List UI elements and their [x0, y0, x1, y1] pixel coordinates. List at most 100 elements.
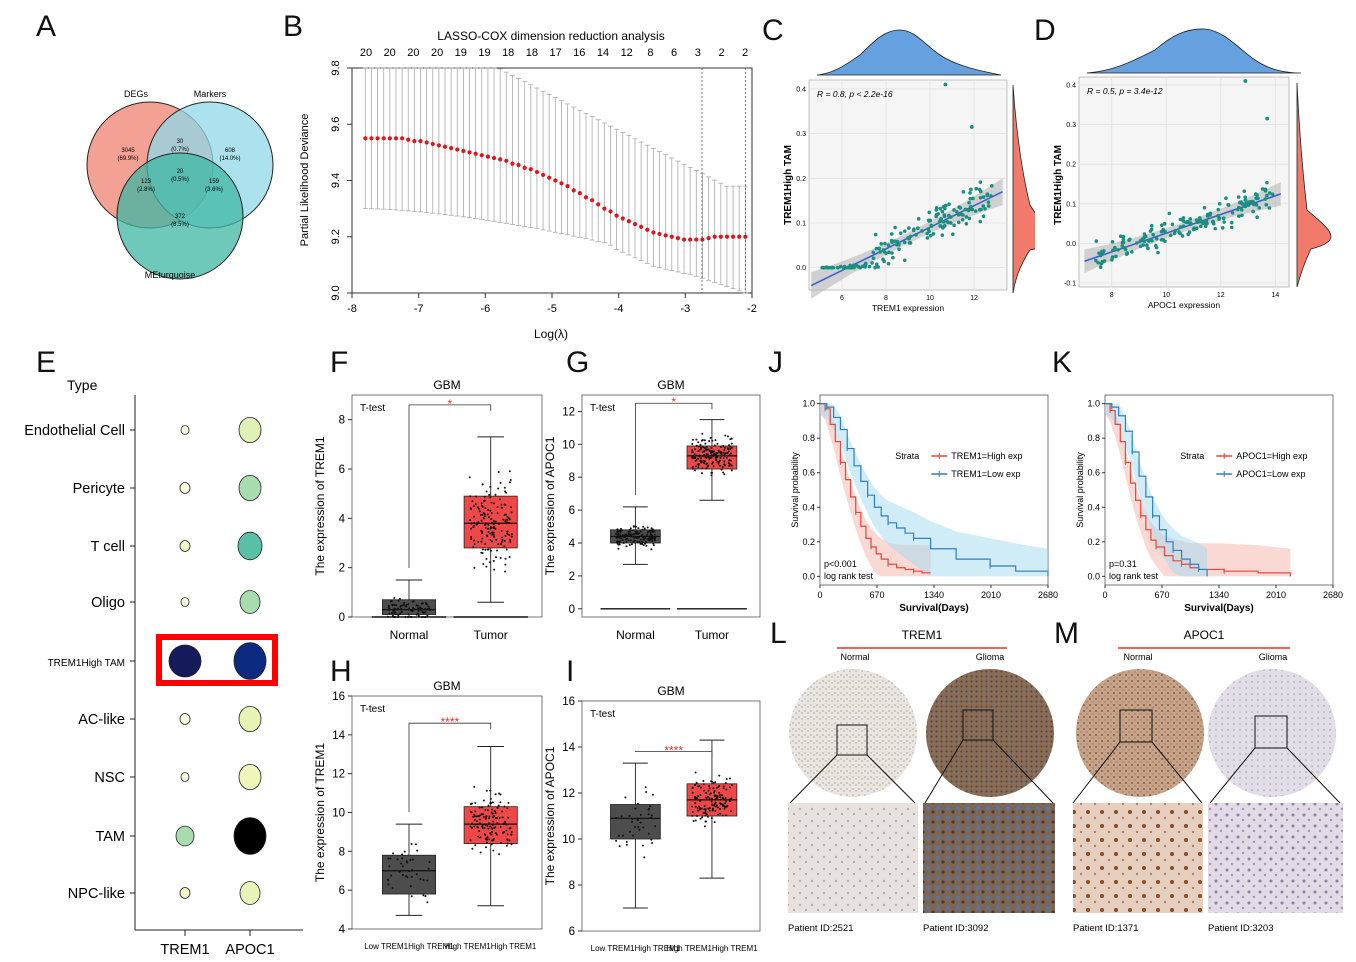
data-point: [1181, 224, 1186, 228]
data-point: [961, 213, 965, 217]
jitter-point: [494, 832, 497, 835]
y-tick-label: 2: [569, 571, 575, 583]
jitter-point: [483, 499, 486, 502]
dot-trem1: [175, 825, 195, 847]
data-point: [626, 219, 631, 224]
jitter-point: [469, 519, 472, 522]
jitter-point: [649, 531, 652, 534]
venn-count: 20: [177, 169, 184, 175]
legend-label: TREM1=Low exp: [951, 469, 1020, 479]
jitter-point: [624, 796, 627, 799]
data-point: [1110, 255, 1115, 259]
jitter-point: [387, 883, 390, 886]
data-point: [1178, 225, 1183, 229]
jitter-point: [651, 793, 654, 796]
jitter-point: [490, 843, 493, 846]
box: [382, 854, 437, 895]
jitter-point: [411, 610, 414, 613]
jitter-point: [401, 873, 404, 876]
jitter-point: [409, 859, 412, 862]
jitter-point: [650, 838, 653, 841]
jitter-point: [509, 539, 512, 542]
y-axis-label: Partial Likelihood Deviance: [299, 114, 311, 247]
zoom-image-normal: [788, 803, 918, 913]
data-point: [1216, 214, 1220, 218]
jitter-point: [646, 533, 649, 536]
plot-frame: [351, 67, 753, 294]
jitter-point: [498, 498, 501, 501]
jitter-point: [647, 808, 650, 811]
data-point: [1207, 212, 1211, 217]
data-point: [461, 148, 466, 154]
jitter-point: [505, 844, 508, 847]
jitter-point: [652, 542, 655, 545]
data-point: [934, 212, 939, 217]
jitter-point: [469, 810, 472, 813]
significance-bracket: [635, 402, 713, 495]
jitter-point: [387, 606, 390, 609]
jitter-point: [708, 439, 711, 442]
data-point: [952, 208, 956, 212]
zoom-line: [992, 739, 1054, 804]
jitter-point: [638, 532, 641, 535]
jitter-point: [625, 545, 628, 548]
jitter-point: [699, 817, 702, 820]
data-point: [826, 265, 830, 270]
data-point: [902, 240, 907, 245]
jitter-point: [620, 537, 623, 540]
jitter-point: [696, 807, 699, 810]
jitter-point: [640, 541, 643, 544]
venn-set-label-degs: DEGs: [124, 89, 149, 99]
data-point: [559, 181, 564, 186]
jitter-point: [392, 610, 395, 613]
jitter-point: [715, 459, 718, 462]
jitter-point: [507, 801, 510, 804]
jitter-point: [633, 536, 636, 539]
jitter-point: [497, 470, 500, 473]
data-point: [981, 214, 986, 219]
jitter-point: [707, 789, 710, 792]
jitter-point: [710, 447, 713, 450]
data-point: [1203, 224, 1208, 228]
panel-label-l: L: [770, 617, 787, 650]
data-point: [436, 143, 441, 148]
jitter-point: [697, 450, 700, 453]
data-point: [583, 195, 589, 200]
jitter-point: [480, 532, 483, 535]
jitter-point: [631, 817, 634, 820]
ihc-panel-trem1: TREM1 Normal Glioma Patient ID:2521 Pati…: [788, 628, 1055, 934]
jitter-point: [478, 806, 481, 809]
jitter-point: [508, 518, 511, 521]
data-point: [1229, 220, 1234, 225]
jitter-point: [505, 548, 508, 551]
jitter-point: [409, 885, 412, 888]
significance-bracket: [408, 722, 492, 813]
jitter-point: [473, 825, 476, 828]
data-point: [916, 217, 921, 221]
data-point: [943, 203, 948, 208]
jitter-point: [617, 547, 620, 550]
jitter-point: [490, 521, 493, 524]
data-point: [430, 141, 435, 147]
legend-label: APOC1=Low exp: [1236, 469, 1305, 479]
data-point: [929, 223, 933, 228]
jitter-point: [500, 503, 503, 506]
jitter-point: [386, 878, 389, 881]
correlation-annotation: R = 0.8, p < 2.2e-16: [817, 89, 893, 99]
venn-pct: (3.6%): [205, 187, 223, 193]
data-point: [1265, 180, 1269, 185]
data-point: [1229, 225, 1234, 230]
jitter-point: [398, 597, 401, 600]
data-point: [942, 214, 947, 219]
jitter-point: [712, 461, 715, 464]
significance-marker: ****: [441, 715, 460, 729]
jitter-point: [507, 816, 510, 819]
data-point: [948, 221, 953, 225]
jitter-point: [472, 546, 475, 549]
data-point: [479, 153, 484, 158]
data-point: [928, 233, 933, 238]
jitter-point: [478, 829, 481, 832]
jitter-point: [653, 538, 656, 541]
jitter-point: [720, 451, 723, 454]
data-point: [1263, 197, 1268, 201]
